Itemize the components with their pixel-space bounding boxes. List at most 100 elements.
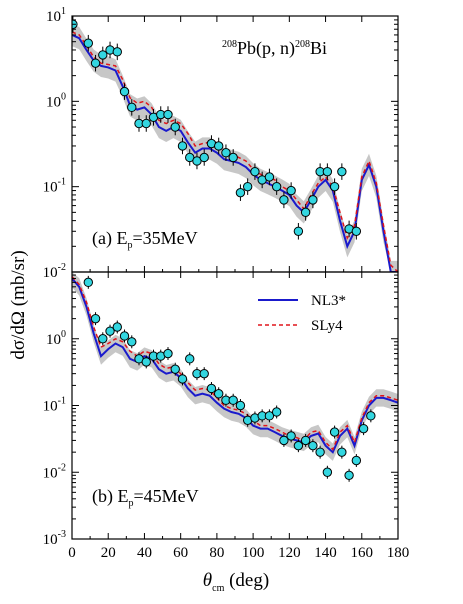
data-point-b-33 xyxy=(322,467,333,477)
x-tick-label-b-9: 180 xyxy=(387,545,410,561)
title-sup-2: 208 xyxy=(295,39,310,50)
x-axis-label: θcm (deg) xyxy=(203,570,269,594)
data-point-a-13 xyxy=(170,122,180,132)
title-sup-1: 208 xyxy=(222,39,237,50)
data-point-b-17 xyxy=(206,383,217,394)
data-point-b-4 xyxy=(112,322,122,332)
svg-text:θcm (deg): θcm (deg) xyxy=(203,570,269,594)
legend-label-sly4: SLy4 xyxy=(311,318,343,334)
data-point-b-16 xyxy=(199,368,209,379)
y-tick-label-b-3: 100 xyxy=(46,329,66,348)
data-point-b-29 xyxy=(293,440,304,451)
panel-label-a: (a) Ep=35MeV xyxy=(92,228,198,251)
x-tick-label-b-5: 100 xyxy=(242,545,265,561)
data-point-b-0 xyxy=(83,277,94,288)
data-point-b-1 xyxy=(90,313,101,324)
x-axis-label-sub: cm xyxy=(212,583,224,594)
data-point-b-26 xyxy=(271,407,282,417)
legend-label-nl3: NL3* xyxy=(311,293,346,309)
data-point-b-18 xyxy=(214,389,224,399)
y-axis-label-text: dσ/dΩ (mb/sr) xyxy=(8,250,29,359)
series-line-nl3-b xyxy=(72,277,398,454)
data-point-b-20 xyxy=(228,395,238,405)
x-tick-label-b-1: 20 xyxy=(101,545,116,561)
data-point-a-34 xyxy=(322,166,333,177)
x-tick-label-b-6: 120 xyxy=(278,545,301,561)
data-point-a-26 xyxy=(264,172,275,182)
data-point-b-3 xyxy=(105,326,115,336)
data-point-b-5 xyxy=(119,331,130,341)
data-point-a-38 xyxy=(351,226,362,236)
data-point-b-36 xyxy=(344,470,354,481)
data-point-b-11 xyxy=(163,348,173,359)
data-point-a-22 xyxy=(235,187,246,198)
data-point-a-17 xyxy=(199,152,209,163)
panel-a: 10-2 10-1 100 101 (a) Ep=35MeV xyxy=(43,6,399,281)
data-point-a-30 xyxy=(293,226,304,236)
x-tick-label-b-3: 60 xyxy=(173,545,188,561)
x-axis-label-unit: (deg) xyxy=(224,570,269,591)
data-point-a-9 xyxy=(141,118,151,129)
data-point-b-8 xyxy=(141,357,151,367)
series-line-sly4-a xyxy=(72,31,398,272)
data-point-b-39 xyxy=(366,411,376,421)
data-point-a-7 xyxy=(127,102,137,113)
y-tick-label-a-3: 101 xyxy=(46,6,66,25)
data-point-b-27 xyxy=(279,435,289,446)
data-point-b-25 xyxy=(264,411,275,421)
data-point-a-35 xyxy=(329,181,340,192)
data-point-a-2 xyxy=(90,58,101,68)
x-tick-label-b-7: 140 xyxy=(314,545,337,561)
panel-label-b: (b) Ep=45MeV xyxy=(92,486,199,509)
x-tick-label-b-8: 160 xyxy=(351,545,374,561)
title-main-1: Pb(p, n) xyxy=(237,38,295,59)
data-point-b-28 xyxy=(286,431,296,441)
data-point-b-6 xyxy=(127,337,137,347)
data-point-a-31 xyxy=(300,207,311,218)
series-line-sly4-b xyxy=(72,276,398,451)
title-main-2: Bi xyxy=(310,38,327,58)
y-tick-label-b-1: 10-2 xyxy=(43,462,66,481)
data-point-a-27 xyxy=(271,181,282,192)
x-tick-label-b-4: 80 xyxy=(209,545,224,561)
data-point-a-29 xyxy=(286,185,296,196)
y-axis-label: dσ/dΩ (mb/sr) xyxy=(8,250,29,359)
data-point-b-38 xyxy=(358,423,369,434)
data-point-a-12 xyxy=(163,109,173,120)
uncertainty-band-b xyxy=(72,272,398,461)
panel-b: 0 20 40 60 80 100 120 140 160 180 10-3 10-2 10-1 100 (… xyxy=(43,271,410,561)
data-point-b-30 xyxy=(300,435,311,446)
data-point-b-12 xyxy=(170,364,180,374)
data-point-b-34 xyxy=(329,427,340,437)
data-point-a-1 xyxy=(83,38,94,48)
data-point-b-31 xyxy=(308,440,318,451)
y-tick-label-a-0: 10-2 xyxy=(43,262,66,281)
data-point-a-14 xyxy=(177,141,188,151)
data-point-b-14 xyxy=(185,354,195,364)
data-point-a-23 xyxy=(242,181,253,192)
plot-area-b xyxy=(72,272,398,482)
data-point-b-37 xyxy=(351,455,362,466)
data-point-a-28 xyxy=(279,195,289,205)
data-point-b-35 xyxy=(337,447,347,457)
data-point-a-21 xyxy=(228,152,238,163)
data-point-a-5 xyxy=(112,47,122,57)
data-point-a-24 xyxy=(250,166,260,177)
data-point-a-19 xyxy=(214,141,224,151)
data-point-a-6 xyxy=(119,86,130,97)
y-tick-label-b-2: 10-1 xyxy=(43,396,66,415)
data-point-a-3 xyxy=(98,50,108,60)
data-point-b-32 xyxy=(315,447,325,457)
data-point-b-2 xyxy=(98,334,108,344)
data-point-b-21 xyxy=(235,400,246,411)
data-point-a-32 xyxy=(308,195,318,205)
x-axis-label-theta: θ xyxy=(203,570,212,591)
legend: NL3* SLy4 xyxy=(258,293,346,334)
data-point-a-20 xyxy=(221,148,231,158)
y-tick-label-a-2: 100 xyxy=(46,91,66,110)
data-point-b-13 xyxy=(177,374,188,384)
chart-title: 208Pb(p, n)208Bi xyxy=(222,38,327,59)
y-tick-label-a-1: 10-1 xyxy=(43,177,66,196)
